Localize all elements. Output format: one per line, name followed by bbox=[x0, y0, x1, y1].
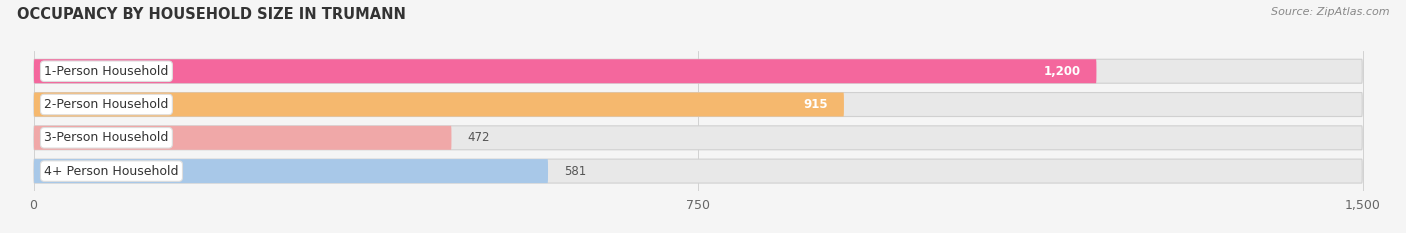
Text: OCCUPANCY BY HOUSEHOLD SIZE IN TRUMANN: OCCUPANCY BY HOUSEHOLD SIZE IN TRUMANN bbox=[17, 7, 406, 22]
Text: 472: 472 bbox=[468, 131, 491, 144]
FancyBboxPatch shape bbox=[34, 159, 548, 183]
FancyBboxPatch shape bbox=[34, 93, 1362, 116]
Text: 3-Person Household: 3-Person Household bbox=[44, 131, 169, 144]
FancyBboxPatch shape bbox=[34, 93, 844, 116]
FancyBboxPatch shape bbox=[34, 59, 1097, 83]
Text: 1-Person Household: 1-Person Household bbox=[44, 65, 169, 78]
Text: 1,200: 1,200 bbox=[1043, 65, 1081, 78]
FancyBboxPatch shape bbox=[34, 159, 1362, 183]
FancyBboxPatch shape bbox=[34, 59, 1362, 83]
Text: 915: 915 bbox=[804, 98, 828, 111]
Text: 4+ Person Household: 4+ Person Household bbox=[44, 164, 179, 178]
Text: 581: 581 bbox=[564, 164, 586, 178]
FancyBboxPatch shape bbox=[34, 126, 451, 150]
Text: Source: ZipAtlas.com: Source: ZipAtlas.com bbox=[1271, 7, 1389, 17]
Text: 2-Person Household: 2-Person Household bbox=[44, 98, 169, 111]
FancyBboxPatch shape bbox=[34, 126, 1362, 150]
